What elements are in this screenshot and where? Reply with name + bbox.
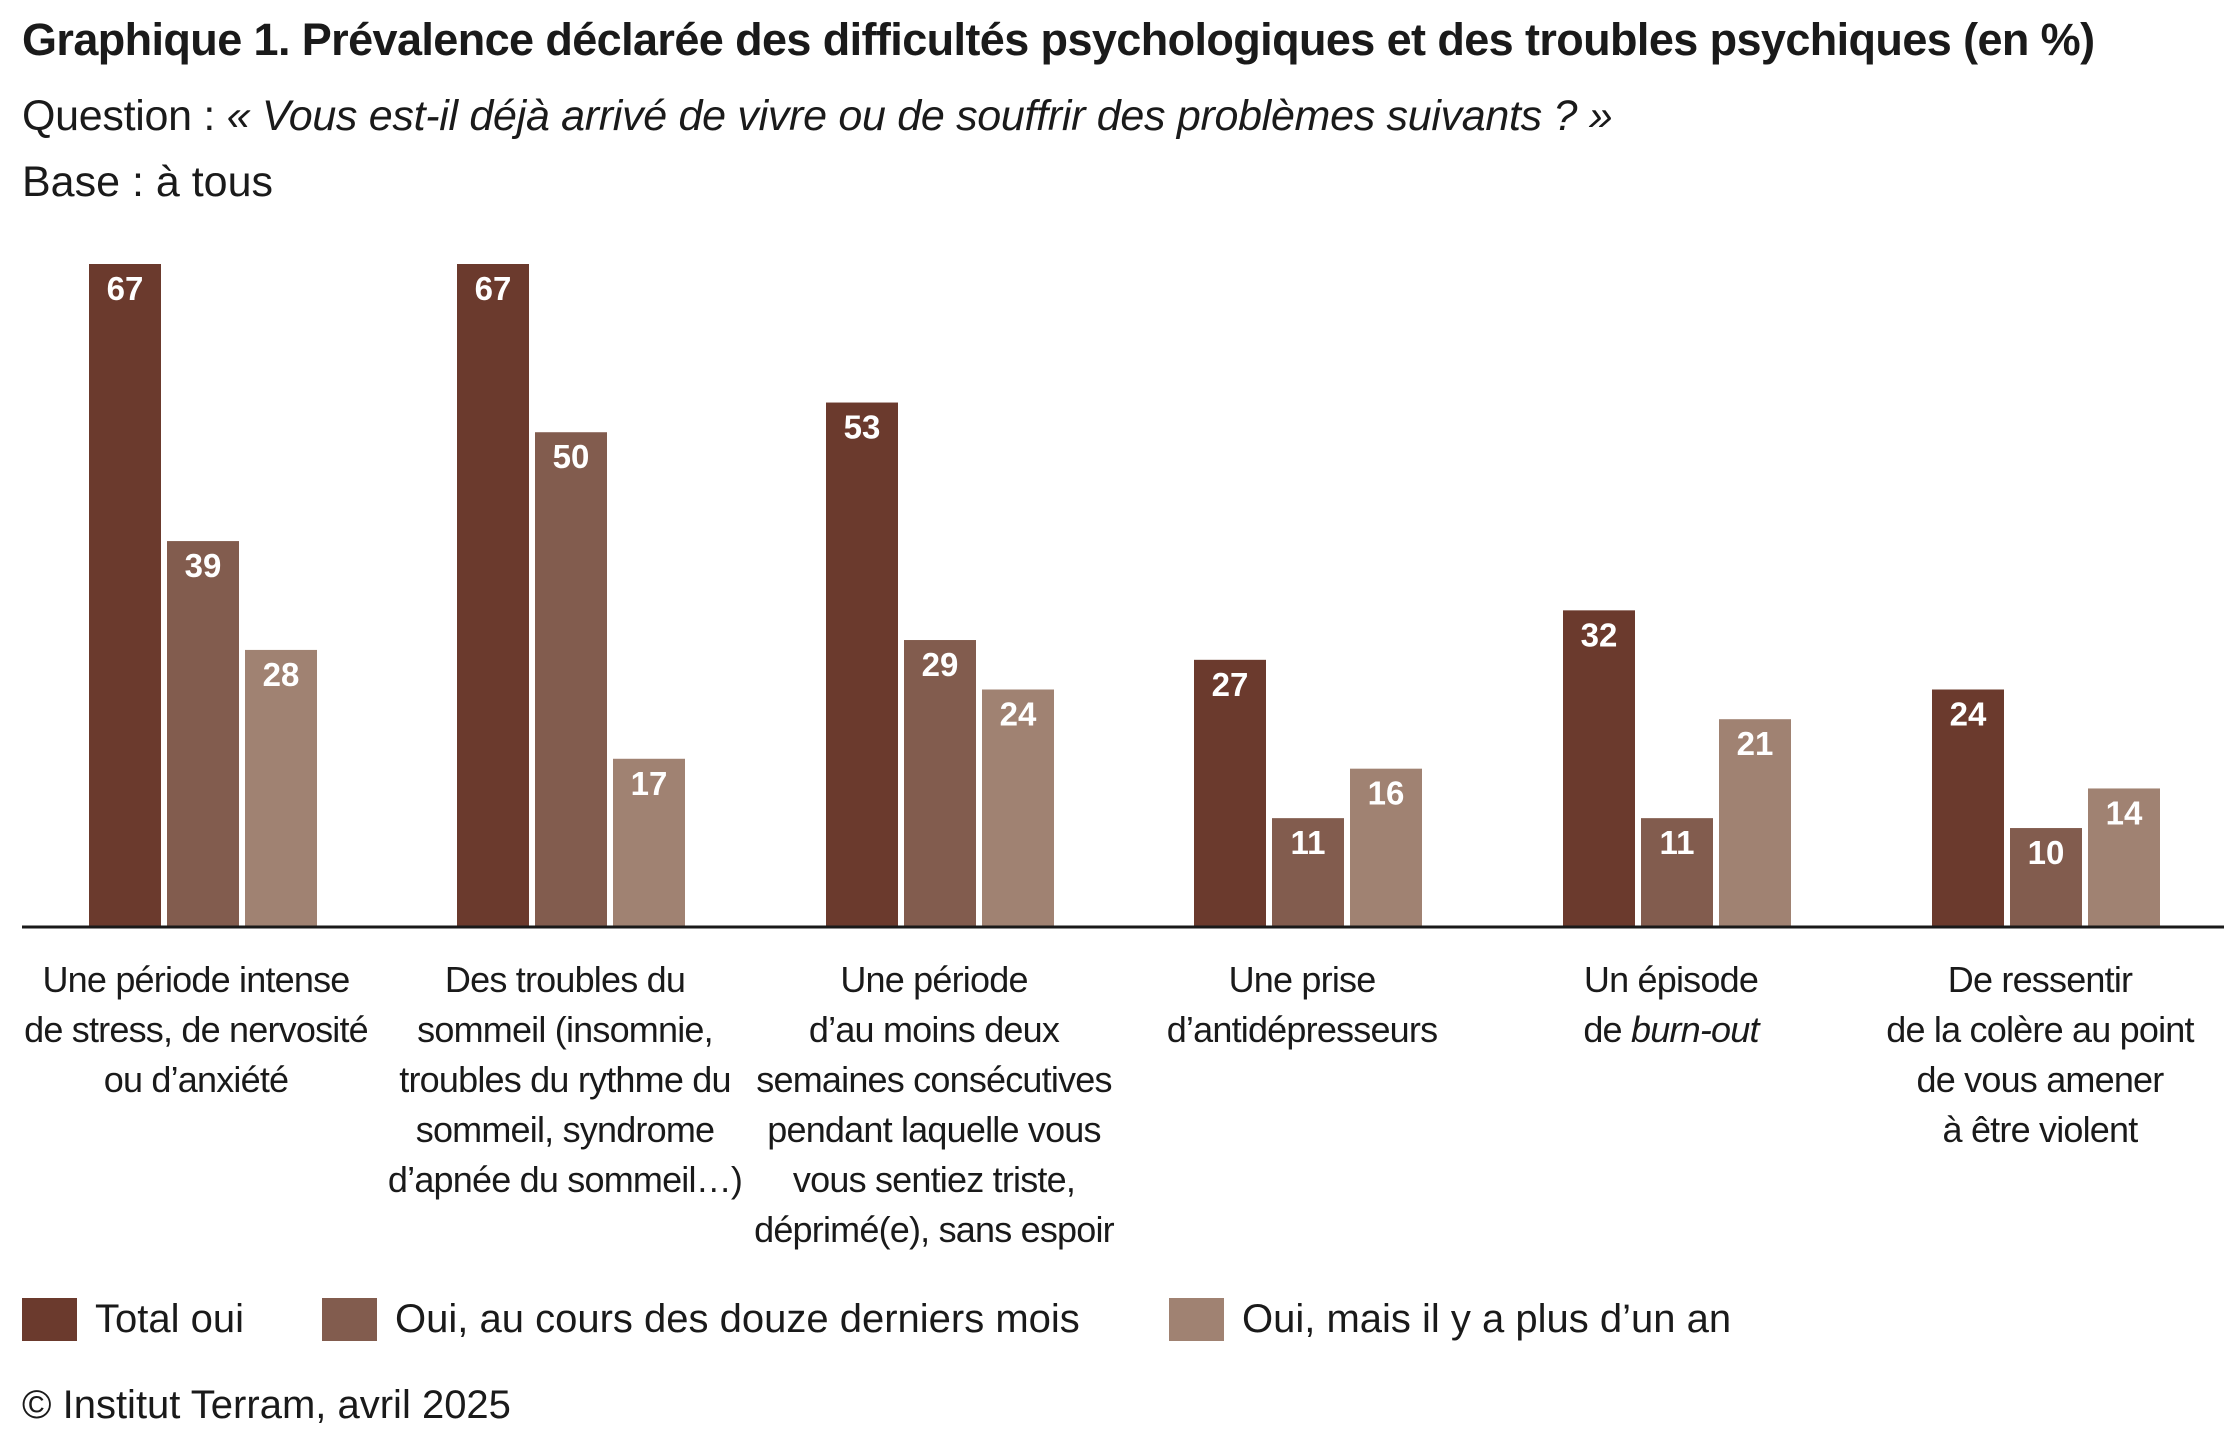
data-label-5-series-3: 21 bbox=[1737, 725, 1774, 762]
data-label-2-series-3: 17 bbox=[631, 765, 668, 802]
data-label-5-series-1: 32 bbox=[1581, 616, 1618, 653]
bar-6-series-1 bbox=[1932, 689, 2004, 927]
legend-swatch-2 bbox=[322, 1298, 377, 1341]
category-label-5: Un épisode de burn-out bbox=[1583, 959, 1761, 1050]
bar-3-series-3 bbox=[982, 689, 1054, 927]
bar-4-series-2 bbox=[1272, 818, 1344, 927]
legend-label-3: Oui, mais il y a plus d’un an bbox=[1242, 1297, 1732, 1341]
data-label-6-series-1: 24 bbox=[1950, 696, 1987, 733]
bar-4-series-3 bbox=[1350, 768, 1422, 927]
bar-5-series-2 bbox=[1641, 818, 1713, 927]
bar-6-series-3 bbox=[2088, 788, 2160, 927]
bar-2-series-2 bbox=[535, 432, 607, 927]
copyright-footer: © Institut Terram, avril 2025 bbox=[22, 1383, 511, 1427]
data-label-1-series-3: 28 bbox=[263, 656, 300, 693]
bar-1-series-2 bbox=[167, 541, 239, 927]
chart-base: Base : à tous bbox=[22, 158, 273, 206]
data-label-3-series-1: 53 bbox=[844, 409, 881, 446]
bar-2-series-1 bbox=[457, 264, 529, 927]
data-label-4-series-3: 16 bbox=[1368, 775, 1405, 812]
question-text: « Vous est-il déjà arrivé de vivre ou de… bbox=[226, 92, 1613, 140]
category-label-2: Des troubles du sommeil (insomnie, trouble… bbox=[388, 959, 742, 1200]
data-label-3-series-2: 29 bbox=[922, 646, 959, 683]
data-label-6-series-2: 10 bbox=[2028, 834, 2065, 871]
bar-1-series-3 bbox=[245, 649, 317, 927]
data-label-3-series-3: 24 bbox=[1000, 696, 1037, 733]
data-label-1-series-1: 67 bbox=[107, 270, 144, 307]
data-label-6-series-3: 14 bbox=[2106, 794, 2143, 831]
chart-title-number: Graphique 1. bbox=[22, 14, 290, 65]
legend-swatch-3 bbox=[1169, 1298, 1224, 1341]
data-label-4-series-2: 11 bbox=[1291, 824, 1326, 861]
legend-label-2: Oui, au cours des douze derniers mois bbox=[395, 1297, 1080, 1341]
category-label-1: Une période intense de stress, de nervosi… bbox=[24, 959, 368, 1100]
chart-question: Question : « Vous est-il déjà arrivé de … bbox=[22, 92, 1613, 141]
data-label-5-series-2: 11 bbox=[1660, 824, 1695, 861]
chart-title-text: Prévalence déclarée des difficultés psyc… bbox=[301, 14, 2095, 65]
bar-3-series-1 bbox=[826, 402, 898, 927]
bar-5-series-1 bbox=[1563, 610, 1635, 927]
bar-6-series-2 bbox=[2010, 828, 2082, 927]
bar-3-series-2 bbox=[904, 640, 976, 927]
legend-swatch-1 bbox=[22, 1298, 77, 1341]
category-label-3: Une période d’au moins deux semaines consé… bbox=[754, 959, 1115, 1250]
category-label-4: Une prise d’antidépresseurs bbox=[1167, 959, 1438, 1050]
bar-4-series-1 bbox=[1194, 659, 1266, 927]
data-label-2-series-2: 50 bbox=[553, 438, 590, 475]
bar-5-series-3 bbox=[1719, 719, 1791, 927]
question-label: Question : bbox=[22, 92, 215, 140]
bar-1-series-1 bbox=[89, 264, 161, 927]
data-label-1-series-2: 39 bbox=[185, 547, 222, 584]
bar-2-series-3 bbox=[613, 758, 685, 927]
legend-label-1: Total oui bbox=[95, 1297, 244, 1341]
data-label-4-series-1: 27 bbox=[1212, 666, 1249, 703]
chart-title: Graphique 1. Prévalence déclarée des dif… bbox=[22, 14, 2095, 66]
data-label-2-series-1: 67 bbox=[475, 270, 512, 307]
category-label-6: De ressentir de la colère au point de vous… bbox=[1886, 959, 2194, 1150]
bar-chart: 67 39 28 Une période intense de stress, de n… bbox=[22, 264, 2224, 1250]
